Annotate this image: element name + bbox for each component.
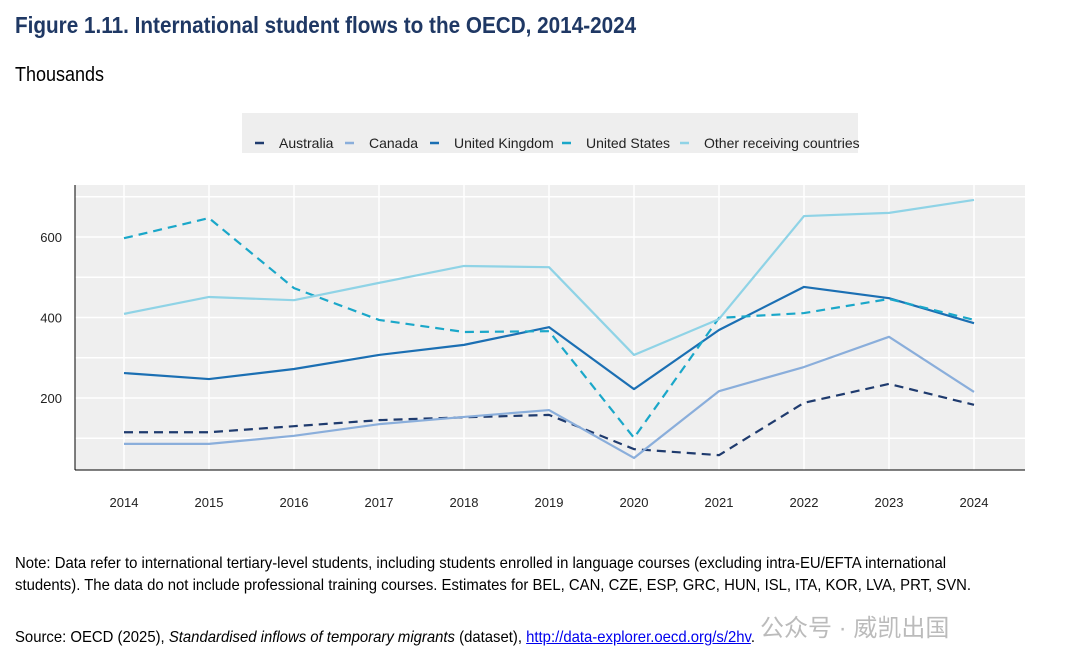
source-prefix: Source: OECD (2025),	[15, 629, 169, 646]
x-tick-label: 2014	[110, 495, 139, 510]
x-tick-label: 2020	[620, 495, 649, 510]
source-text: Source: OECD (2025), Standardised inflow…	[15, 627, 1001, 649]
figure-subtitle: Thousands	[15, 64, 105, 86]
x-tick-label: 2023	[875, 495, 904, 510]
x-tick-label: 2017	[365, 495, 394, 510]
figure-title: Figure 1.11. International student flows…	[15, 12, 637, 38]
legend-item: Australia	[255, 135, 334, 151]
legend: Australia Canada United Kingdom United Stat…	[242, 113, 860, 153]
legend-label: Canada	[369, 135, 418, 151]
legend-label: Other receiving countries	[704, 135, 860, 151]
legend-label: United States	[586, 135, 670, 151]
x-tick-label: 2021	[705, 495, 734, 510]
legend-label: Australia	[279, 135, 334, 151]
x-tick-label: 2018	[450, 495, 479, 510]
x-tick-label: 2019	[535, 495, 564, 510]
source-suffix: .	[750, 629, 755, 646]
y-tick-label: 600	[40, 230, 62, 245]
line-chart: Australia Canada United Kingdom United Stat…	[40, 113, 1025, 510]
note-text: Note: Data refer to international tertia…	[15, 555, 972, 594]
x-tick-label: 2015	[195, 495, 224, 510]
source-middle: (dataset),	[454, 629, 527, 646]
legend-background	[242, 113, 858, 153]
legend-label: United Kingdom	[454, 135, 554, 151]
x-tick-label: 2022	[790, 495, 819, 510]
legend-item: Canada	[345, 135, 418, 151]
watermark: 公众号 · 威凯出国	[760, 615, 950, 642]
series-line-united-states	[123, 216, 975, 439]
source-link[interactable]: http://data-explorer.oecd.org/s/2hv	[526, 629, 751, 646]
legend-item: United Kingdom	[430, 135, 554, 151]
x-tick-label: 2016	[280, 495, 309, 510]
legend-item: Other receiving countries	[680, 135, 860, 151]
legend-item: United States	[562, 135, 670, 151]
source-dataset: Standardised inflows of temporary migran…	[168, 629, 455, 646]
y-tick-label: 400	[40, 311, 62, 326]
y-tick-label: 200	[40, 391, 62, 406]
x-tick-label: 2024	[960, 495, 989, 510]
